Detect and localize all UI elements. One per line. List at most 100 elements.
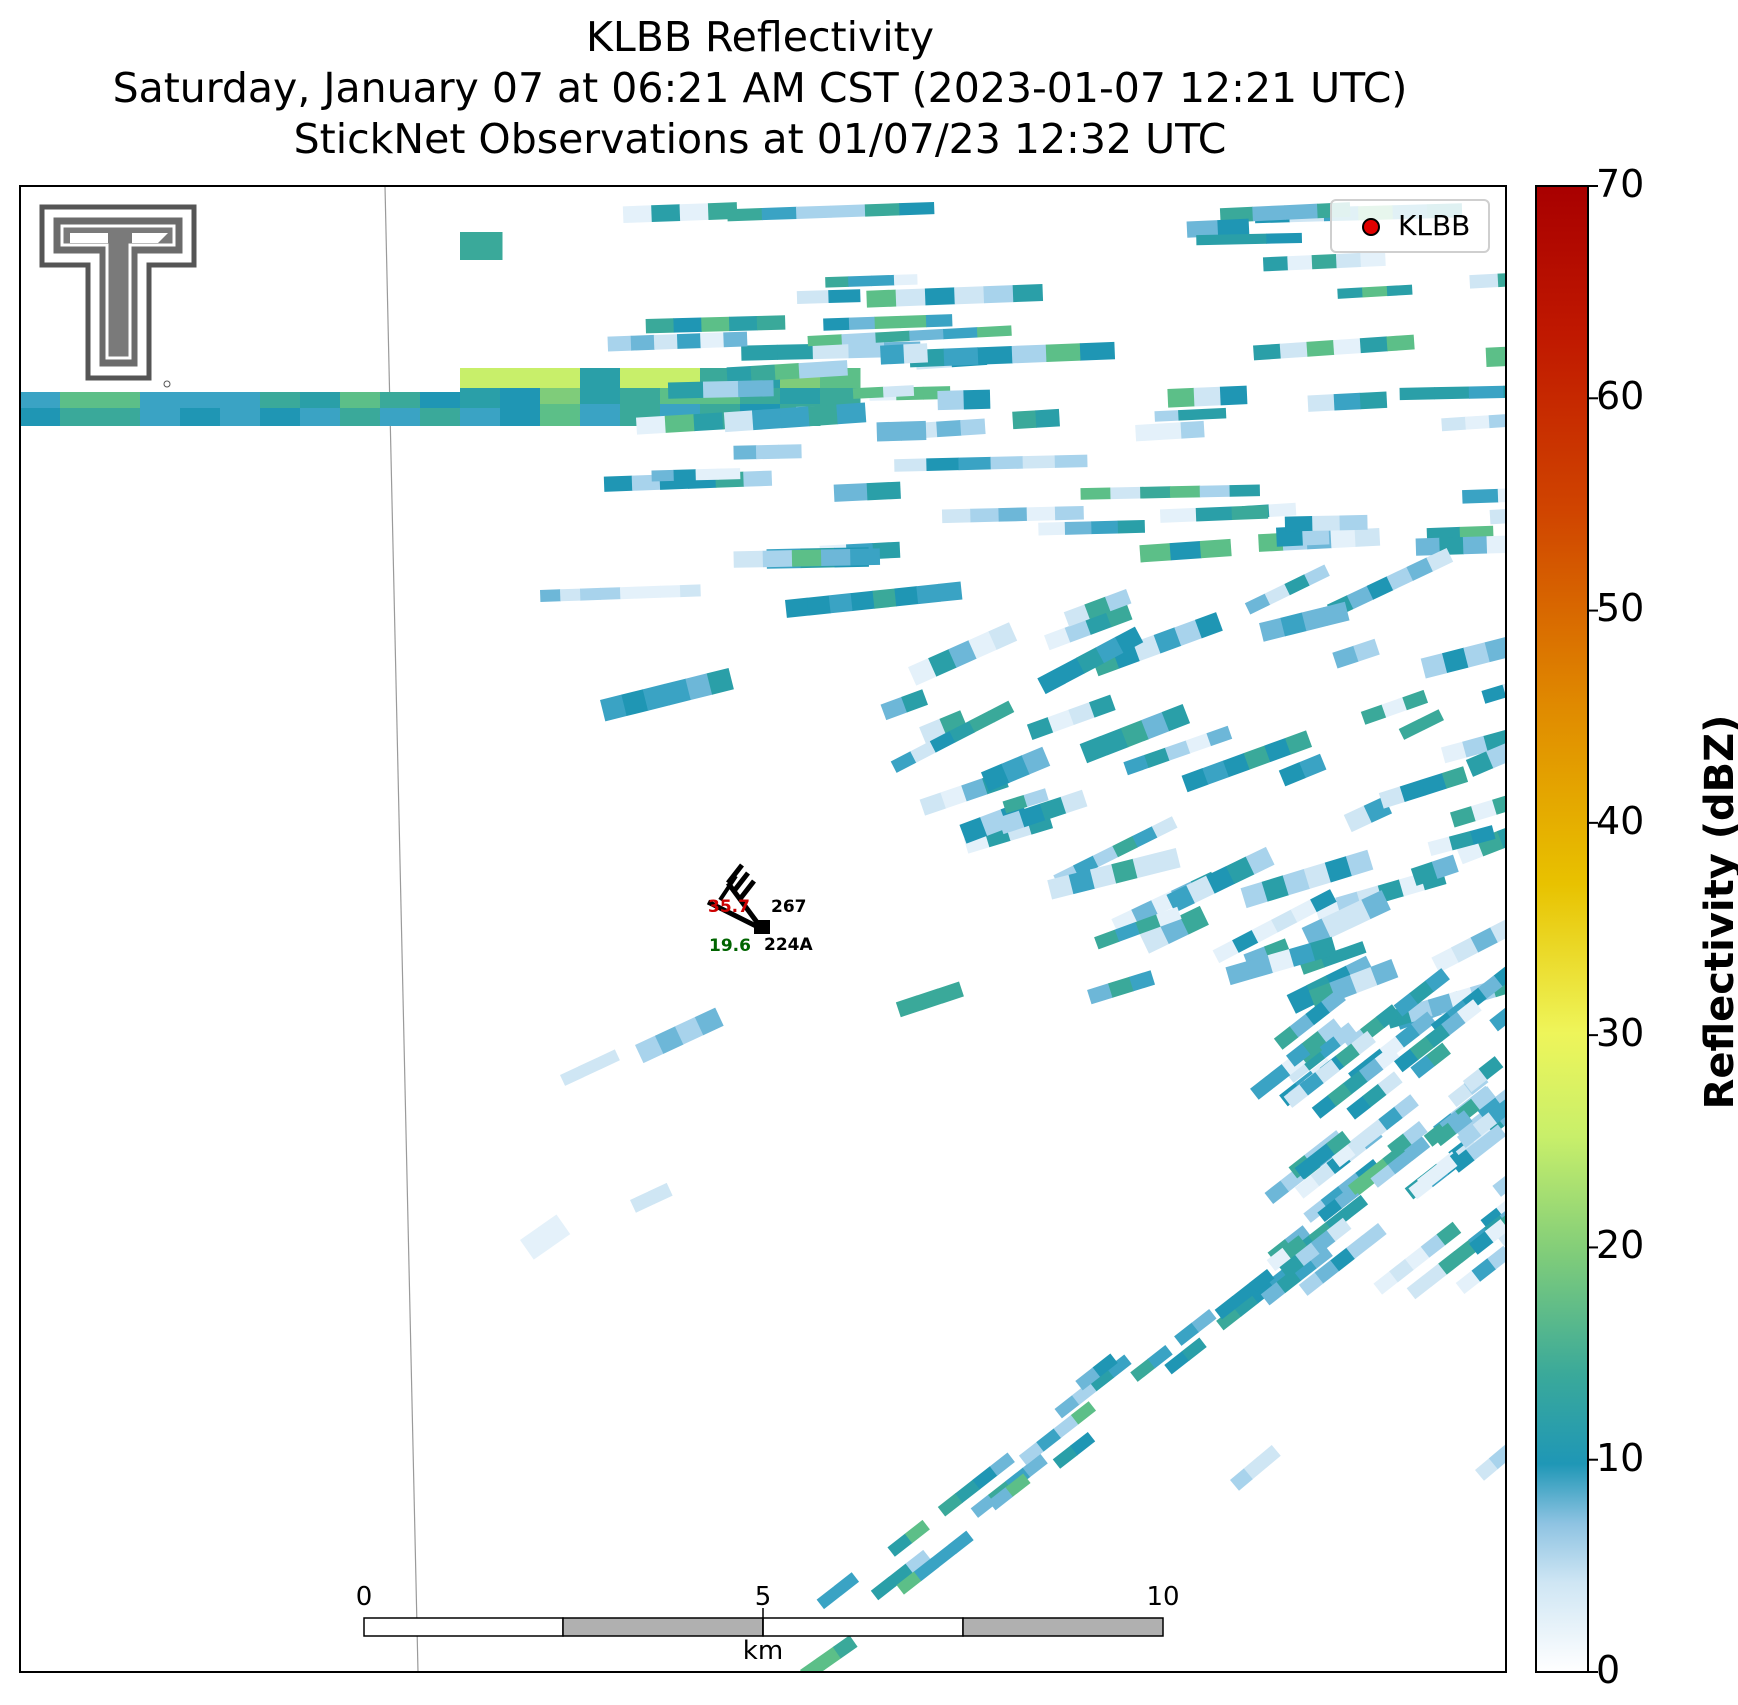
echo-cell bbox=[1339, 514, 1368, 531]
echo-cell bbox=[1449, 805, 1477, 828]
echo-cell bbox=[1267, 948, 1295, 973]
echo-cell bbox=[1070, 1401, 1097, 1425]
echo-cell bbox=[1219, 206, 1254, 223]
echo-cell bbox=[1426, 548, 1454, 572]
echo-cell bbox=[1264, 1180, 1290, 1204]
echo-cell bbox=[1441, 766, 1469, 789]
echo-cell bbox=[1044, 627, 1071, 651]
echo-cell bbox=[1305, 1001, 1331, 1026]
echo-cell bbox=[1279, 341, 1308, 359]
echo-cell bbox=[723, 331, 748, 348]
echo-cell bbox=[937, 981, 964, 1004]
echo-cell bbox=[1512, 412, 1537, 426]
echo-cell bbox=[1284, 203, 1319, 220]
echo-cell bbox=[848, 342, 885, 359]
echo-cell bbox=[733, 550, 764, 568]
echo-cell bbox=[679, 203, 709, 221]
echo-cell bbox=[1455, 1270, 1481, 1295]
echo-cell bbox=[954, 286, 985, 305]
echo-cell bbox=[741, 344, 778, 361]
echo-cell bbox=[1347, 1171, 1373, 1196]
echo-cell bbox=[540, 589, 561, 602]
echo-cell bbox=[701, 316, 730, 332]
echo-cell bbox=[1181, 768, 1209, 793]
echo-cell bbox=[540, 368, 581, 388]
echo-cell bbox=[1285, 1043, 1311, 1067]
echo-cell bbox=[1154, 410, 1180, 422]
echo-cell bbox=[1362, 1083, 1387, 1108]
echo-cell bbox=[937, 390, 965, 411]
echo-cell bbox=[913, 1557, 939, 1582]
echo-cell bbox=[1130, 1358, 1156, 1382]
echo-cell bbox=[1157, 422, 1182, 441]
echo-cell bbox=[750, 364, 776, 382]
echo-cell bbox=[1156, 906, 1182, 927]
echo-cell bbox=[1343, 805, 1373, 833]
echo-cell bbox=[894, 586, 919, 607]
map-frame bbox=[19, 185, 1507, 1673]
echo-cell bbox=[621, 689, 649, 717]
echo-cell bbox=[460, 232, 503, 260]
echo-cell bbox=[673, 317, 703, 333]
echo-cell bbox=[1343, 1070, 1369, 1095]
echo-cell bbox=[460, 368, 501, 388]
echo-cell bbox=[1147, 1345, 1173, 1369]
echo-cell bbox=[755, 444, 780, 460]
echo-cell bbox=[1094, 929, 1120, 950]
echo-cell bbox=[1489, 1007, 1506, 1032]
echo-cell bbox=[727, 207, 763, 222]
echo-cell bbox=[1035, 408, 1060, 428]
echo-cell bbox=[1497, 487, 1506, 503]
echo-cell bbox=[540, 404, 581, 426]
echo-cell bbox=[1320, 948, 1346, 968]
echo-cell bbox=[1493, 962, 1506, 987]
echo-cell bbox=[1079, 341, 1116, 361]
echo-cell bbox=[1301, 607, 1329, 632]
echo-cell bbox=[778, 444, 802, 459]
echo-cell bbox=[1359, 391, 1388, 410]
echo-cell bbox=[1199, 538, 1232, 559]
echo-cell bbox=[1362, 286, 1388, 298]
echo-cell bbox=[1321, 989, 1346, 1013]
echo-cell bbox=[1497, 272, 1506, 288]
echo-cell bbox=[1278, 762, 1307, 787]
echo-cell bbox=[1307, 394, 1335, 412]
echo-cell bbox=[866, 289, 897, 308]
echo-cell bbox=[910, 741, 937, 763]
echo-cell bbox=[955, 1479, 981, 1503]
echo-cell bbox=[899, 201, 935, 216]
echo-cell bbox=[679, 584, 701, 598]
echo-cell bbox=[1195, 506, 1233, 522]
echo-cell bbox=[1462, 735, 1489, 758]
echo-cell bbox=[1365, 1158, 1391, 1182]
scale-tick-0: 0 bbox=[355, 1582, 373, 1612]
echo-cell bbox=[866, 481, 901, 501]
echo-cell bbox=[1497, 823, 1506, 849]
echo-cell bbox=[1047, 709, 1075, 733]
echo-cell bbox=[1420, 1234, 1446, 1258]
echo-cell bbox=[1174, 1322, 1200, 1346]
echo-cell bbox=[667, 381, 704, 399]
echo-cell bbox=[1377, 1071, 1403, 1095]
echo-cell bbox=[1202, 760, 1230, 785]
echo-cell bbox=[1337, 287, 1364, 299]
colorbar bbox=[1535, 185, 1589, 1673]
echo-cell bbox=[1268, 502, 1297, 518]
echo-cell bbox=[756, 315, 786, 331]
echo-cell bbox=[220, 408, 261, 426]
echo-cell bbox=[664, 414, 695, 433]
echo-cell bbox=[1070, 1431, 1096, 1456]
echo-cell bbox=[1475, 1458, 1499, 1481]
echo-cell bbox=[673, 469, 697, 481]
echo-cell bbox=[905, 1549, 931, 1574]
echo-cell bbox=[1486, 535, 1506, 554]
echo-cell bbox=[1262, 256, 1289, 272]
echo-cell bbox=[1092, 1353, 1118, 1377]
scale-unit: km bbox=[742, 1636, 784, 1666]
echo-cell bbox=[1174, 619, 1203, 646]
echo-cell bbox=[872, 588, 897, 609]
echo-cell bbox=[943, 347, 979, 367]
echo-cell bbox=[1359, 1058, 1384, 1082]
echo-cell bbox=[941, 508, 971, 524]
echo-cell bbox=[100, 408, 141, 426]
